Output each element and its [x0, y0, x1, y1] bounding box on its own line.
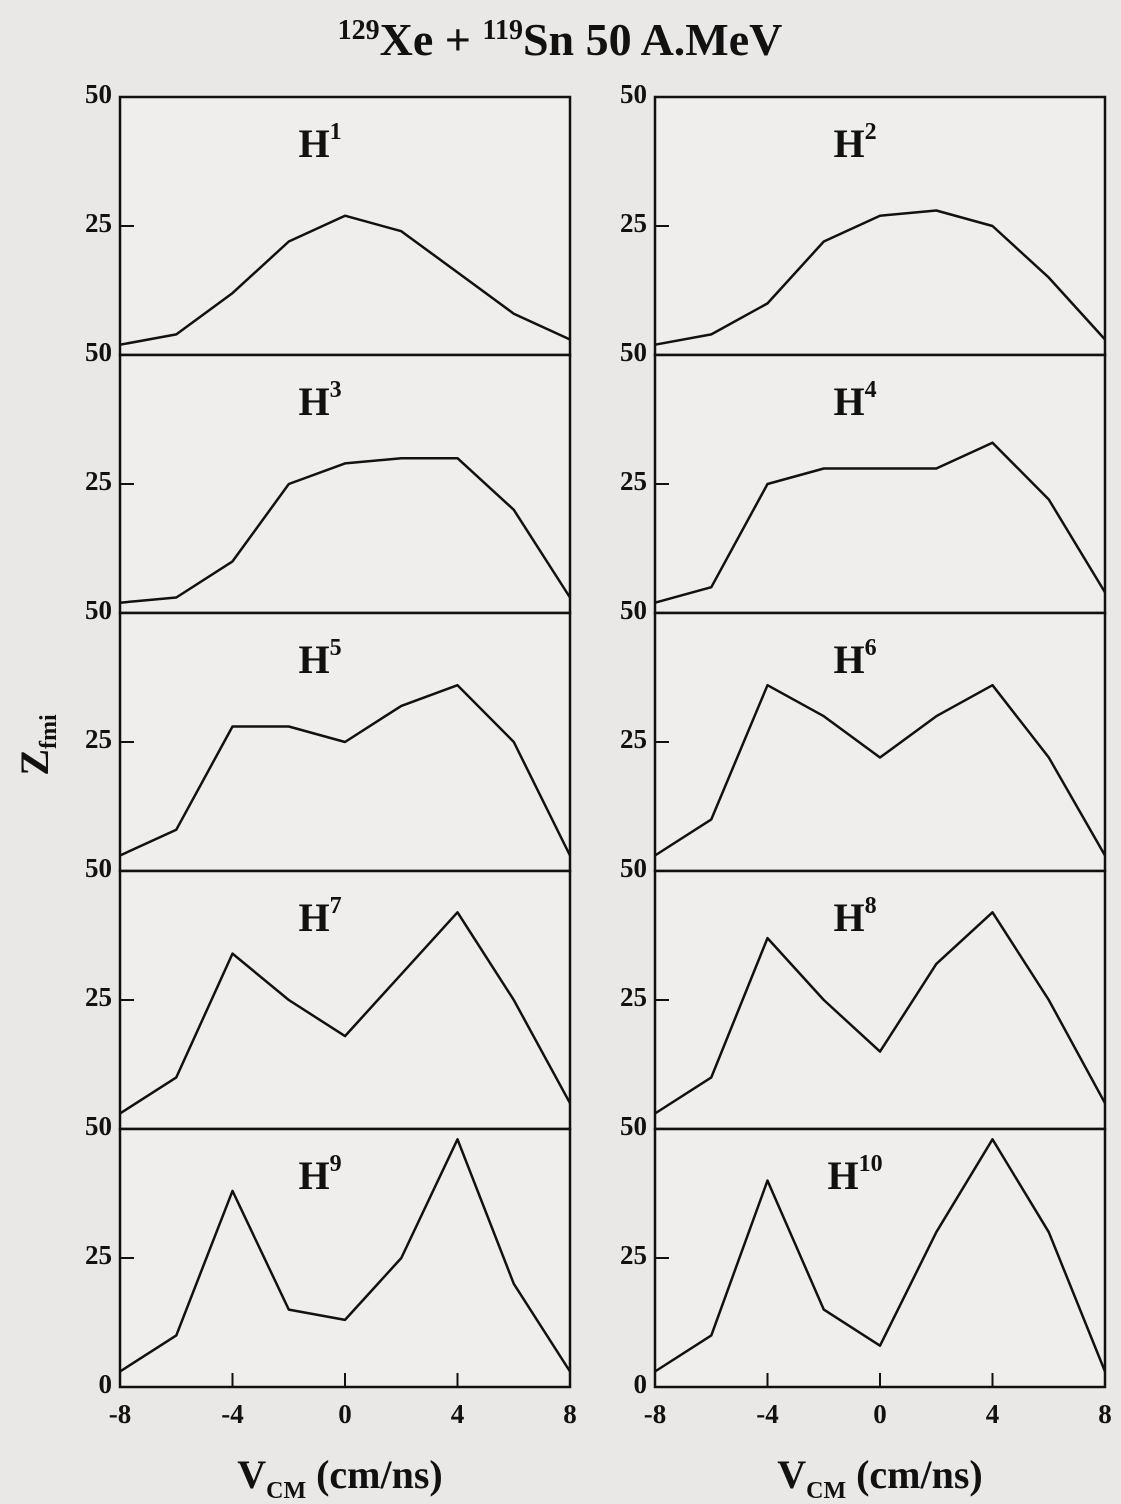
- title-part: 8: [865, 893, 877, 919]
- y-tick-label: 25: [85, 208, 112, 238]
- y-tick-label: 50: [85, 595, 112, 625]
- y-tick-label: 50: [620, 853, 647, 883]
- x-tick-label: 4: [986, 1399, 1000, 1429]
- y-tick-label: 25: [85, 1240, 112, 1270]
- label-part: CM: [266, 1478, 306, 1504]
- title-part: 10: [859, 1151, 883, 1177]
- contour-envelope: [654, 209, 1106, 346]
- contour-envelope: [654, 683, 1107, 857]
- y-tick-label: 50: [85, 1111, 112, 1141]
- title-part: 119: [482, 15, 522, 46]
- x-tick-label: 8: [563, 1399, 577, 1429]
- label-part: CM: [806, 1478, 846, 1504]
- x-tick-label: -8: [644, 1399, 667, 1429]
- x-tick-label: 0: [338, 1399, 352, 1429]
- contour-envelope: [654, 1138, 1107, 1373]
- y-tick-label: 25: [620, 466, 647, 496]
- panel: [653, 95, 1107, 357]
- y-tick-label: 25: [85, 982, 112, 1012]
- y-tick-label: 50: [620, 1111, 647, 1141]
- y-tick-label: 50: [85, 337, 112, 367]
- title-part: 5: [330, 635, 342, 661]
- x-tick-label: -4: [221, 1399, 244, 1429]
- title-part: H: [298, 121, 329, 166]
- contour-envelope: [119, 683, 572, 857]
- title-part: Sn 50 A.MeV: [523, 14, 782, 65]
- x-tick-label: -4: [756, 1399, 779, 1429]
- title-part: 9: [330, 1151, 342, 1177]
- y-tick-label: 25: [620, 208, 647, 238]
- x-tick-label: 0: [873, 1399, 887, 1429]
- title-part: H: [827, 1153, 858, 1198]
- panel-title: H5: [298, 635, 341, 682]
- panel-title: H3: [298, 377, 341, 424]
- y-tick-label: 25: [620, 982, 647, 1012]
- title-part: 6: [865, 635, 877, 661]
- figure-title: 129Xe + 119Sn 50 A.MeV: [338, 14, 783, 65]
- panel-title: H2: [833, 119, 876, 166]
- y-tick-label: 50: [620, 79, 647, 109]
- label-part: V: [777, 1452, 806, 1497]
- panel-title: H6: [833, 635, 876, 682]
- y-tick-label: 50: [620, 337, 647, 367]
- y-axis-label: Zfmi: [12, 714, 62, 776]
- panel: [118, 869, 572, 1131]
- title-part: H: [298, 895, 329, 940]
- panel-title: H1: [298, 119, 341, 166]
- title-part: H: [833, 895, 864, 940]
- panel: [653, 353, 1107, 615]
- y-tick-label: 50: [85, 853, 112, 883]
- title-part: H: [298, 1153, 329, 1198]
- y-tick-label: 0: [99, 1369, 113, 1399]
- contour-envelope: [119, 214, 571, 346]
- panel-title: H8: [833, 893, 876, 940]
- label-part: Z: [12, 749, 57, 776]
- title-part: Xe +: [380, 14, 483, 65]
- title-part: H: [298, 379, 329, 424]
- y-tick-label: 25: [85, 724, 112, 754]
- contour-envelope: [119, 1138, 572, 1373]
- title-part: 4: [865, 377, 877, 403]
- title-part: 129: [338, 15, 380, 46]
- x-axis-label: VCM (cm/ns): [777, 1452, 983, 1504]
- title-part: H: [833, 637, 864, 682]
- x-axis-label: VCM (cm/ns): [237, 1452, 443, 1504]
- title-part: 7: [330, 893, 342, 919]
- label-part: V: [237, 1452, 266, 1497]
- contour-envelope: [119, 911, 572, 1115]
- label-part: fmi: [36, 714, 62, 749]
- label-part: (cm/ns): [306, 1452, 443, 1497]
- contour-envelope: [119, 456, 572, 604]
- panel: [118, 1127, 572, 1389]
- y-tick-label: 25: [85, 466, 112, 496]
- title-part: 3: [330, 377, 342, 403]
- title-part: H: [298, 637, 329, 682]
- panel-title: H4: [833, 377, 876, 424]
- title-part: 1: [330, 119, 342, 145]
- panel-title: H10: [827, 1151, 882, 1198]
- panel-title: H9: [298, 1151, 341, 1198]
- x-tick-label: 4: [451, 1399, 465, 1429]
- x-tick-label: 8: [1098, 1399, 1112, 1429]
- y-tick-label: 50: [85, 79, 112, 109]
- y-tick-label: 25: [620, 724, 647, 754]
- y-tick-label: 25: [620, 1240, 647, 1270]
- title-part: H: [833, 379, 864, 424]
- panel: [118, 95, 572, 357]
- title-part: H: [833, 121, 864, 166]
- x-tick-label: -8: [109, 1399, 132, 1429]
- panel: [653, 869, 1107, 1131]
- y-tick-label: 50: [620, 595, 647, 625]
- title-part: 2: [865, 119, 877, 145]
- contour-envelope: [654, 441, 1107, 604]
- contour-envelope: [654, 911, 1107, 1115]
- panel: [118, 353, 572, 615]
- y-tick-label: 0: [634, 1369, 648, 1399]
- label-part: (cm/ns): [846, 1452, 983, 1497]
- panel-title: H7: [298, 893, 341, 940]
